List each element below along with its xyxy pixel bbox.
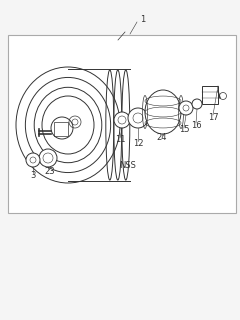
Circle shape	[128, 108, 148, 128]
Text: 15: 15	[179, 125, 189, 134]
Text: 3: 3	[30, 171, 36, 180]
Bar	[8, 35, 236, 213]
Ellipse shape	[16, 67, 120, 183]
Text: 23: 23	[45, 167, 55, 177]
Text: 17: 17	[208, 114, 218, 123]
Circle shape	[179, 101, 193, 115]
Bar	[54, 122, 68, 136]
Text: NSS: NSS	[120, 161, 136, 170]
Circle shape	[51, 117, 73, 139]
Text: 1: 1	[140, 14, 146, 23]
Ellipse shape	[145, 90, 181, 134]
Ellipse shape	[42, 96, 94, 154]
Text: 12: 12	[133, 139, 143, 148]
Bar	[202, 86, 218, 104]
Ellipse shape	[25, 77, 111, 172]
Circle shape	[192, 99, 202, 109]
Text: 24: 24	[157, 133, 167, 142]
Circle shape	[26, 153, 40, 167]
Circle shape	[39, 149, 57, 167]
Text: 11: 11	[115, 135, 125, 145]
Text: 16: 16	[191, 122, 201, 131]
Circle shape	[114, 112, 130, 128]
Ellipse shape	[34, 87, 102, 163]
Circle shape	[220, 92, 227, 100]
